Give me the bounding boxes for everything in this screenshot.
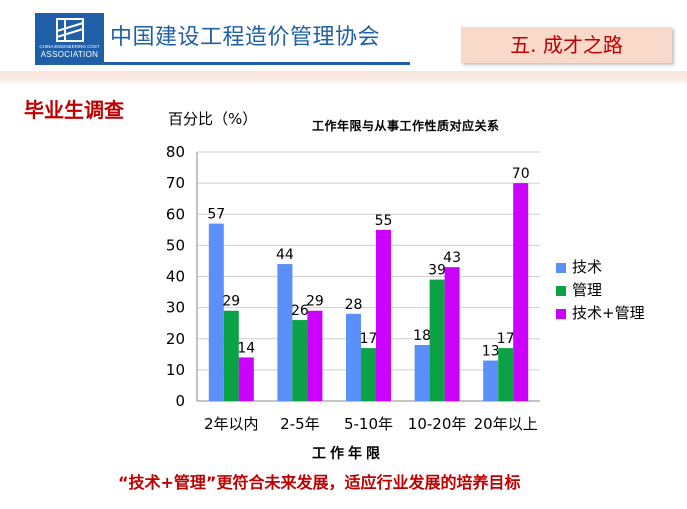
bar — [208, 223, 224, 401]
legend-swatch — [556, 262, 566, 273]
chart-y-axis-label: 百分比（%） — [168, 110, 258, 128]
bar — [292, 320, 308, 401]
bar — [513, 183, 529, 401]
legend-swatch — [556, 285, 566, 296]
y-tick-label: 60 — [166, 205, 185, 223]
x-tick-label: 20年以上 — [474, 415, 538, 433]
data-label: 39 — [428, 263, 446, 279]
legend-item: 技术 — [556, 256, 602, 277]
legend-label: 技术 — [572, 258, 603, 276]
chart-x-axis-label: 工作年限 — [312, 446, 384, 462]
logo-mark-icon — [56, 18, 84, 42]
logo: CHINA ENGINEERING COST ASSOCIATION — [35, 13, 104, 63]
data-label: 57 — [207, 207, 225, 223]
page-heading: 毕业生调查 — [24, 98, 124, 122]
data-label: 44 — [276, 247, 294, 263]
legend-swatch — [556, 308, 566, 319]
bar — [483, 360, 499, 401]
x-tick-label: 10-20年 — [408, 415, 467, 433]
y-tick-label: 70 — [166, 174, 185, 192]
bar — [376, 229, 391, 401]
y-tick-label: 40 — [166, 268, 185, 286]
data-label: 70 — [512, 166, 530, 182]
bar — [429, 279, 445, 401]
x-tick-label: 5-10年 — [344, 415, 393, 433]
footer-note: “技术+管理”更符合未来发展，适应行业发展的培养目标 — [118, 473, 521, 492]
y-tick-label: 20 — [166, 330, 185, 348]
data-label: 29 — [306, 294, 324, 310]
header-divider — [35, 62, 410, 65]
legend-label: 技术+管理 — [572, 304, 645, 322]
chart-title: 工作年限与从事工作性质对应关系 — [312, 119, 500, 133]
bar — [414, 344, 430, 401]
bar — [307, 310, 323, 401]
y-tick-label: 0 — [175, 392, 185, 410]
y-tick-label: 10 — [166, 361, 185, 379]
header-banner — [0, 71, 687, 83]
org-name: 中国建设工程造价管理协会 — [110, 25, 381, 50]
data-label: 18 — [413, 328, 431, 344]
y-tick-label: 30 — [166, 299, 185, 317]
legend-label: 管理 — [572, 281, 603, 299]
bar — [444, 267, 460, 401]
legend-item: 管理 — [556, 279, 602, 300]
data-label: 17 — [497, 331, 515, 347]
data-label: 43 — [443, 250, 461, 266]
data-label: 13 — [482, 344, 500, 360]
data-label: 14 — [237, 340, 255, 356]
data-label: 26 — [291, 303, 309, 319]
section-tag: 五. 成才之路 — [461, 27, 672, 63]
bar — [238, 357, 254, 401]
y-tick-label: 50 — [166, 236, 185, 254]
bar — [361, 348, 376, 401]
legend-item: 技术+管理 — [556, 302, 645, 323]
bar — [346, 313, 361, 401]
logo-text-big: ASSOCIATION — [40, 50, 99, 59]
data-label: 29 — [222, 294, 240, 310]
x-tick-label: 2年以内 — [204, 415, 259, 433]
data-label: 55 — [375, 213, 393, 229]
data-label: 28 — [345, 297, 363, 313]
bar — [223, 310, 239, 401]
bar — [498, 348, 514, 401]
x-tick-label: 2-5年 — [280, 415, 320, 433]
data-label: 17 — [360, 331, 378, 347]
y-tick-label: 80 — [166, 143, 185, 161]
bar — [277, 264, 293, 401]
logo-text-small: CHINA ENGINEERING COST — [39, 44, 100, 49]
